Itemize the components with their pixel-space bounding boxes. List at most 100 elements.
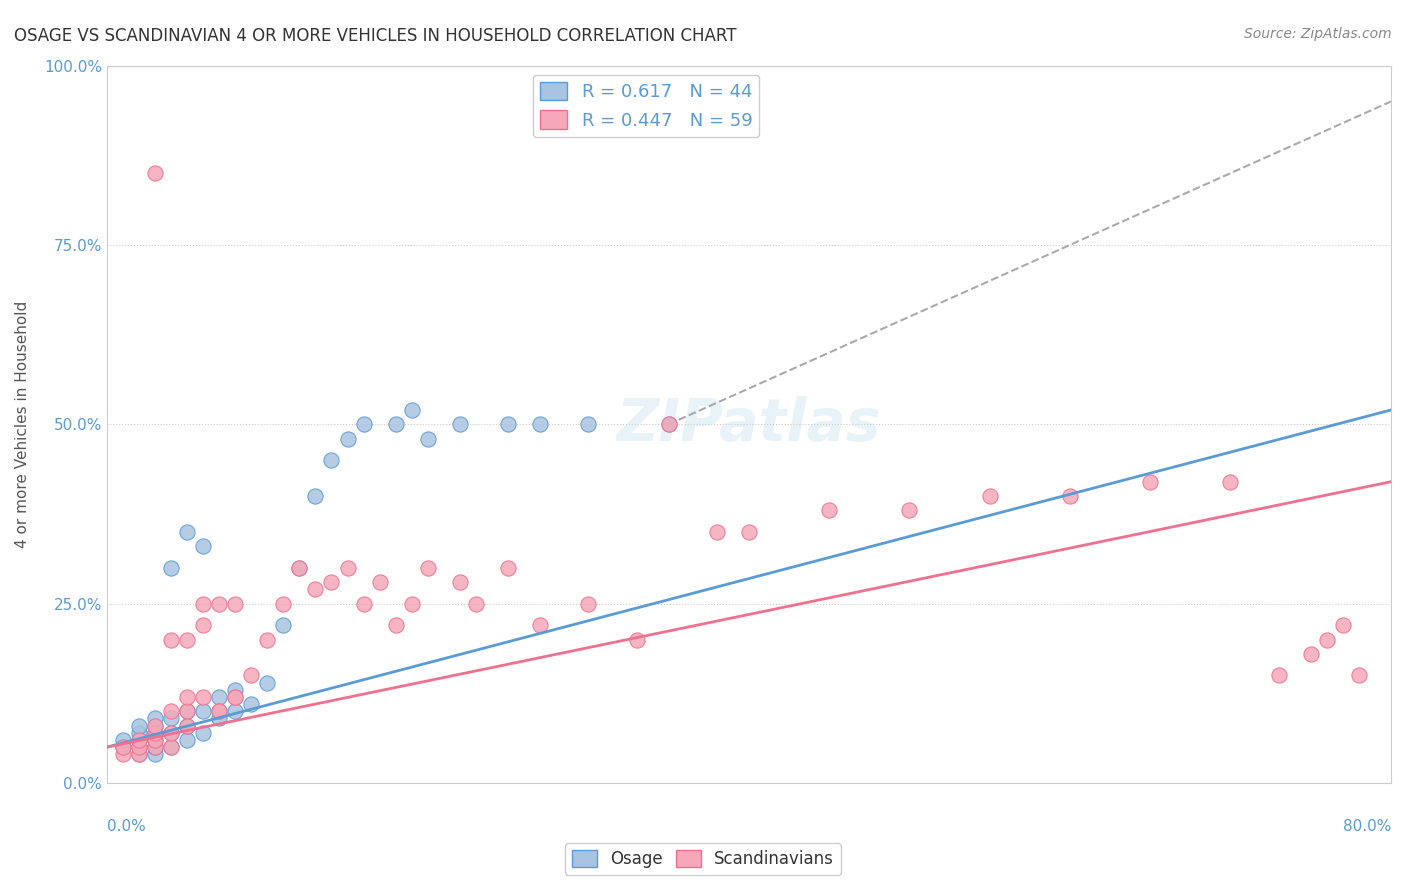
- Point: [143, 740, 166, 755]
- Point: [384, 618, 406, 632]
- Point: [1347, 668, 1369, 682]
- Point: [576, 417, 599, 432]
- Point: [160, 632, 183, 647]
- Point: [143, 726, 166, 740]
- Point: [384, 417, 406, 432]
- Point: [224, 682, 246, 697]
- Point: [658, 417, 681, 432]
- Point: [143, 166, 166, 180]
- Point: [336, 432, 359, 446]
- Text: OSAGE VS SCANDINAVIAN 4 OR MORE VEHICLES IN HOUSEHOLD CORRELATION CHART: OSAGE VS SCANDINAVIAN 4 OR MORE VEHICLES…: [14, 27, 737, 45]
- Text: ZIPatlas: ZIPatlas: [617, 396, 882, 453]
- Point: [143, 719, 166, 733]
- Point: [1139, 475, 1161, 489]
- Point: [336, 561, 359, 575]
- Point: [111, 733, 134, 747]
- Text: Source: ZipAtlas.com: Source: ZipAtlas.com: [1244, 27, 1392, 41]
- Point: [416, 561, 439, 575]
- Point: [191, 690, 214, 704]
- Point: [111, 747, 134, 762]
- Point: [176, 733, 198, 747]
- Point: [626, 632, 648, 647]
- Point: [353, 417, 375, 432]
- Point: [658, 417, 681, 432]
- Text: 80.0%: 80.0%: [1343, 819, 1391, 834]
- Point: [176, 524, 198, 539]
- Point: [160, 740, 183, 755]
- Point: [176, 719, 198, 733]
- Point: [176, 690, 198, 704]
- Point: [1316, 632, 1339, 647]
- Point: [160, 711, 183, 725]
- Point: [256, 632, 278, 647]
- Point: [496, 561, 519, 575]
- Point: [529, 417, 551, 432]
- Point: [979, 489, 1001, 503]
- Point: [128, 747, 150, 762]
- Point: [143, 733, 166, 747]
- Point: [368, 575, 391, 590]
- Point: [818, 503, 841, 517]
- Point: [353, 597, 375, 611]
- Point: [449, 417, 471, 432]
- Point: [143, 740, 166, 755]
- Point: [273, 597, 295, 611]
- Point: [128, 733, 150, 747]
- Point: [143, 733, 166, 747]
- Point: [738, 524, 761, 539]
- Point: [160, 561, 183, 575]
- Point: [143, 719, 166, 733]
- Point: [160, 704, 183, 718]
- Point: [465, 597, 488, 611]
- Point: [191, 704, 214, 718]
- Point: [288, 561, 311, 575]
- Point: [401, 597, 423, 611]
- Point: [256, 675, 278, 690]
- Point: [128, 733, 150, 747]
- Point: [191, 539, 214, 553]
- Point: [401, 403, 423, 417]
- Point: [160, 740, 183, 755]
- Point: [576, 597, 599, 611]
- Point: [128, 726, 150, 740]
- Point: [128, 719, 150, 733]
- Point: [224, 597, 246, 611]
- Point: [224, 690, 246, 704]
- Legend: Osage, Scandinavians: Osage, Scandinavians: [565, 843, 841, 875]
- Point: [111, 740, 134, 755]
- Point: [111, 740, 134, 755]
- Point: [1299, 647, 1322, 661]
- Y-axis label: 4 or more Vehicles in Household: 4 or more Vehicles in Household: [15, 301, 30, 548]
- Point: [176, 632, 198, 647]
- Point: [176, 704, 198, 718]
- Point: [449, 575, 471, 590]
- Point: [191, 726, 214, 740]
- Point: [496, 417, 519, 432]
- Point: [128, 740, 150, 755]
- Point: [240, 697, 263, 711]
- Point: [288, 561, 311, 575]
- Point: [143, 726, 166, 740]
- Point: [224, 690, 246, 704]
- Point: [240, 668, 263, 682]
- Point: [191, 597, 214, 611]
- Point: [304, 489, 326, 503]
- Point: [143, 711, 166, 725]
- Point: [224, 704, 246, 718]
- Point: [208, 597, 231, 611]
- Point: [529, 618, 551, 632]
- Point: [898, 503, 921, 517]
- Point: [160, 726, 183, 740]
- Point: [208, 690, 231, 704]
- Point: [128, 747, 150, 762]
- Point: [128, 740, 150, 755]
- Point: [1331, 618, 1354, 632]
- Point: [304, 582, 326, 597]
- Legend: R = 0.617   N = 44, R = 0.447   N = 59: R = 0.617 N = 44, R = 0.447 N = 59: [533, 75, 759, 136]
- Point: [176, 719, 198, 733]
- Point: [321, 575, 343, 590]
- Point: [208, 711, 231, 725]
- Point: [273, 618, 295, 632]
- Point: [208, 704, 231, 718]
- Text: 0.0%: 0.0%: [107, 819, 145, 834]
